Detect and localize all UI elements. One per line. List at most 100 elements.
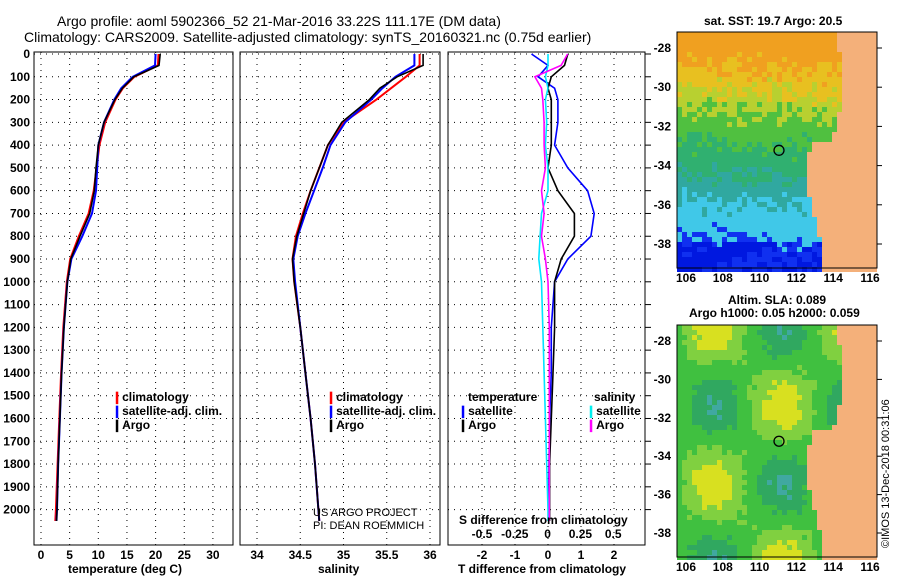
map-cell bbox=[732, 52, 737, 57]
map-cell bbox=[727, 485, 732, 490]
map-cell bbox=[807, 127, 812, 132]
map-cell bbox=[707, 77, 712, 82]
map-cell bbox=[737, 540, 742, 545]
map-cell bbox=[702, 242, 707, 247]
map-cell bbox=[827, 335, 832, 340]
map-cell bbox=[757, 227, 762, 232]
map-cell bbox=[802, 530, 807, 535]
map-cell bbox=[797, 360, 802, 365]
map-cell bbox=[682, 410, 687, 415]
map-cell bbox=[802, 395, 807, 400]
map-cell bbox=[767, 375, 772, 380]
map-cell bbox=[797, 32, 802, 37]
map-cell bbox=[737, 430, 742, 435]
map-cell bbox=[697, 142, 702, 147]
map-cell bbox=[682, 217, 687, 222]
map-cell bbox=[722, 365, 727, 370]
map-cell bbox=[797, 62, 802, 67]
map-cell bbox=[872, 505, 877, 510]
map-cell bbox=[682, 152, 687, 157]
map-cell bbox=[832, 505, 837, 510]
map-cell bbox=[692, 520, 697, 525]
map-cell bbox=[762, 545, 767, 550]
map-cell bbox=[727, 450, 732, 455]
x-tick-label: 1 bbox=[578, 548, 585, 562]
map-cell bbox=[777, 57, 782, 62]
map-cell bbox=[697, 227, 702, 232]
map-cell bbox=[797, 162, 802, 167]
map-cell bbox=[852, 355, 857, 360]
map-cell bbox=[867, 330, 872, 335]
map-cell bbox=[847, 32, 852, 37]
lat-tick-label: -36 bbox=[654, 488, 672, 502]
map-cell bbox=[712, 550, 717, 555]
map-cell bbox=[822, 62, 827, 67]
map-cell bbox=[837, 550, 842, 555]
map-cell bbox=[817, 257, 822, 262]
map-cell bbox=[757, 450, 762, 455]
map-cell bbox=[742, 227, 747, 232]
map-cell bbox=[842, 212, 847, 217]
map-cell bbox=[872, 440, 877, 445]
map-cell bbox=[872, 222, 877, 227]
map-cell bbox=[812, 490, 817, 495]
map-cell bbox=[842, 102, 847, 107]
map-cell bbox=[767, 257, 772, 262]
map-cell bbox=[752, 187, 757, 192]
map-cell bbox=[787, 410, 792, 415]
map-cell bbox=[777, 62, 782, 67]
map-cell bbox=[772, 172, 777, 177]
map-cell bbox=[867, 435, 872, 440]
map-cell bbox=[752, 202, 757, 207]
map-cell bbox=[827, 182, 832, 187]
map-cell bbox=[722, 350, 727, 355]
map-cell bbox=[727, 177, 732, 182]
map-cell bbox=[792, 152, 797, 157]
map-cell bbox=[737, 390, 742, 395]
map-cell bbox=[872, 252, 877, 257]
map-cell bbox=[847, 425, 852, 430]
map-cell bbox=[812, 47, 817, 52]
map-cell bbox=[787, 435, 792, 440]
map-cell bbox=[792, 505, 797, 510]
map-cell bbox=[687, 217, 692, 222]
map-cell bbox=[852, 167, 857, 172]
map-cell bbox=[842, 465, 847, 470]
map-cell bbox=[772, 52, 777, 57]
map-cell bbox=[857, 152, 862, 157]
map-cell bbox=[702, 325, 707, 330]
map-cell bbox=[677, 515, 682, 520]
map-cell bbox=[772, 395, 777, 400]
map-cell bbox=[757, 390, 762, 395]
map-cell bbox=[857, 500, 862, 505]
map-cell bbox=[692, 490, 697, 495]
map-cell bbox=[707, 122, 712, 127]
map-cell bbox=[832, 420, 837, 425]
map-cell bbox=[692, 202, 697, 207]
map-cell bbox=[792, 212, 797, 217]
map-cell bbox=[862, 340, 867, 345]
map-cell bbox=[782, 167, 787, 172]
map-cell bbox=[797, 390, 802, 395]
map-cell bbox=[772, 82, 777, 87]
map-cell bbox=[732, 325, 737, 330]
map-cell bbox=[677, 455, 682, 460]
map-cell bbox=[682, 212, 687, 217]
map-cell bbox=[847, 137, 852, 142]
map-cell bbox=[757, 237, 762, 242]
map-cell bbox=[797, 330, 802, 335]
map-cell bbox=[752, 267, 757, 272]
map-cell bbox=[837, 540, 842, 545]
map-cell bbox=[872, 330, 877, 335]
map-cell bbox=[707, 182, 712, 187]
map-cell bbox=[742, 37, 747, 42]
sst-map bbox=[677, 32, 877, 272]
map-cell bbox=[817, 212, 822, 217]
map-cell bbox=[742, 257, 747, 262]
map-cell bbox=[787, 540, 792, 545]
map-cell bbox=[832, 415, 837, 420]
map-cell bbox=[682, 505, 687, 510]
map-cell bbox=[837, 440, 842, 445]
map-cell bbox=[872, 465, 877, 470]
map-cell bbox=[687, 530, 692, 535]
